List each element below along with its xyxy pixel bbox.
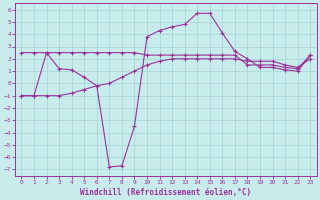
X-axis label: Windchill (Refroidissement éolien,°C): Windchill (Refroidissement éolien,°C) xyxy=(80,188,252,197)
